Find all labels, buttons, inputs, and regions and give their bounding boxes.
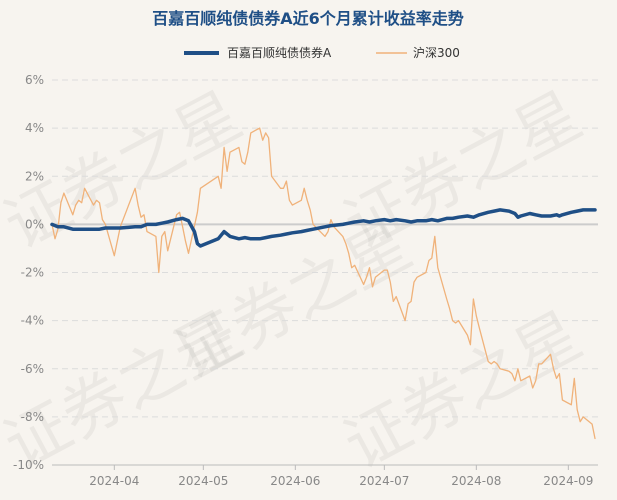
x-axis: 2024-04 2024-05 2024-06 2024-07 2024-08 2024-… — [89, 465, 593, 488]
y-tick-label: -4% — [21, 314, 44, 328]
y-tick-label: -2% — [21, 266, 44, 280]
y-tick-label: 0% — [25, 217, 44, 231]
x-tick-label: 2024-04 — [89, 474, 139, 488]
y-tick-label: -6% — [21, 362, 44, 376]
y-axis: 6% 4% 2% 0% -2% -4% -6% -8% -10% — [13, 73, 44, 472]
x-tick-label: 2024-07 — [359, 474, 409, 488]
x-tick-label: 2024-05 — [178, 474, 228, 488]
y-tick-label: -10% — [13, 458, 44, 472]
x-tick-label: 2024-09 — [543, 474, 593, 488]
legend-item-fund[interactable]: 百嘉百顺纯债债券A — [184, 45, 332, 60]
grid — [52, 79, 598, 466]
legend-item-index[interactable]: 沪深300 — [376, 46, 460, 60]
watermark: 证券之星证券之星证券之星证券之星证券之星 — [0, 79, 594, 485]
y-tick-label: 6% — [25, 73, 44, 87]
series-line-index — [51, 127, 596, 440]
watermark-text: 证券之星 — [333, 299, 594, 485]
y-tick-label: 4% — [25, 121, 44, 135]
series-line-fund — [50, 208, 597, 248]
x-tick-label: 2024-08 — [451, 474, 501, 488]
y-tick-label: 2% — [25, 169, 44, 183]
x-tick-label: 2024-06 — [270, 474, 320, 488]
chart-title: 百嘉百顺纯债债券A近6个月累计收益率走势 — [152, 9, 464, 28]
watermark-text: 证券之星 — [163, 209, 424, 395]
legend-label-index: 沪深300 — [413, 46, 460, 60]
y-tick-label: -8% — [21, 410, 44, 424]
plot-area — [50, 127, 597, 440]
legend: 百嘉百顺纯债债券A 沪深300 — [184, 45, 460, 60]
legend-label-fund: 百嘉百顺纯债债券A — [227, 45, 332, 60]
